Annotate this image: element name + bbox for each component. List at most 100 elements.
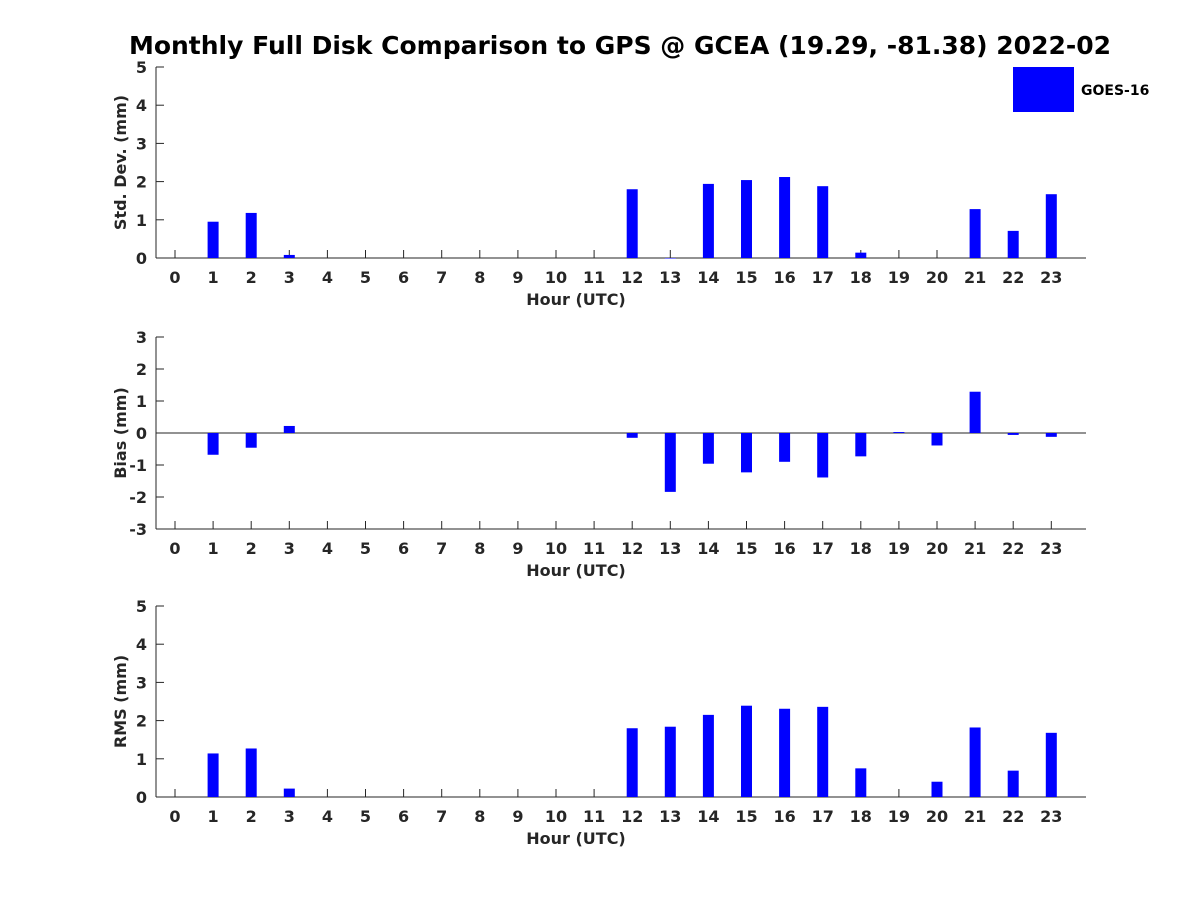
y-tick-label: 4	[136, 96, 147, 115]
x-tick-label: 21	[964, 268, 986, 287]
x-tick-label: 9	[512, 268, 523, 287]
bar-hour-17	[817, 186, 829, 258]
x-tick-label: 22	[1002, 807, 1024, 826]
x-tick-label: 17	[812, 268, 834, 287]
x-tick-label: 15	[735, 807, 757, 826]
y-axis-label: RMS (mm)	[111, 655, 130, 748]
y-tick-label: 0	[136, 249, 147, 268]
x-tick-label: 16	[773, 807, 795, 826]
y-axis-label: Std. Dev. (mm)	[111, 95, 130, 230]
bar-hour-19	[893, 432, 905, 433]
x-tick-label: 11	[583, 807, 605, 826]
bar-hour-22	[1007, 433, 1019, 435]
x-tick-label: 12	[621, 807, 643, 826]
y-tick-label: 5	[136, 597, 147, 616]
x-tick-label: 8	[474, 268, 485, 287]
legend: GOES-16	[1013, 67, 1149, 112]
x-tick-label: 7	[436, 268, 447, 287]
x-tick-label: 7	[436, 807, 447, 826]
bar-hour-13	[664, 433, 676, 492]
bar-hour-20	[931, 781, 943, 797]
x-tick-label: 16	[773, 539, 795, 558]
x-tick-label: 18	[850, 807, 872, 826]
y-axis-label: Bias (mm)	[111, 387, 130, 479]
x-tick-label: 19	[888, 268, 910, 287]
legend-swatch-goes-16	[1013, 67, 1074, 112]
y-tick-label: -1	[129, 456, 147, 475]
y-tick-label: 2	[136, 712, 147, 731]
x-tick-label: 5	[360, 268, 371, 287]
bar-hour-2	[245, 748, 257, 797]
y-tick-label: 2	[136, 360, 147, 379]
bar-hour-12	[626, 189, 638, 258]
x-tick-label: 18	[850, 539, 872, 558]
bar-hour-15	[741, 705, 752, 797]
x-tick-label: 5	[360, 807, 371, 826]
y-tick-label: 3	[136, 328, 147, 347]
x-tick-label: 15	[735, 539, 757, 558]
x-tick-label: 22	[1002, 539, 1024, 558]
bar-hour-23	[1045, 433, 1057, 437]
x-axis-label: Hour (UTC)	[526, 561, 626, 580]
x-tick-label: 6	[398, 807, 409, 826]
bar-hour-3	[283, 425, 295, 433]
x-tick-label: 5	[360, 539, 371, 558]
x-tick-label: 4	[322, 268, 333, 287]
x-tick-label: 21	[964, 539, 986, 558]
x-axis-label: Hour (UTC)	[526, 829, 626, 848]
y-tick-label: 5	[136, 58, 147, 77]
y-tick-label: -3	[129, 520, 147, 539]
x-tick-label: 1	[208, 268, 219, 287]
x-tick-label: 20	[926, 807, 948, 826]
x-tick-label: 9	[512, 539, 523, 558]
bar-hour-18	[855, 768, 867, 797]
bar-hour-13	[664, 726, 676, 797]
x-tick-label: 4	[322, 539, 333, 558]
x-tick-label: 0	[169, 539, 180, 558]
x-axis-label: Hour (UTC)	[526, 290, 626, 309]
x-tick-label: 0	[169, 268, 180, 287]
bar-hour-17	[817, 706, 829, 797]
y-tick-label: 1	[136, 211, 147, 230]
y-tick-label: -2	[129, 488, 147, 507]
x-tick-label: 20	[926, 539, 948, 558]
bar-hour-20	[931, 433, 943, 446]
bar-hour-15	[741, 180, 752, 258]
bar-hour-18	[855, 252, 867, 258]
bar-hour-12	[626, 433, 638, 438]
bar-hour-3	[283, 254, 295, 258]
bar-hour-2	[245, 212, 257, 258]
bar-hour-1	[207, 433, 219, 455]
bar-hour-12	[626, 728, 638, 797]
chart-title: Monthly Full Disk Comparison to GPS @ GC…	[129, 31, 1111, 60]
x-tick-label: 1	[208, 539, 219, 558]
x-tick-label: 12	[621, 268, 643, 287]
bar-hour-14	[702, 433, 714, 464]
x-tick-label: 6	[398, 539, 409, 558]
bar-hour-18	[855, 433, 867, 457]
x-tick-label: 23	[1040, 807, 1062, 826]
bar-hour-14	[702, 183, 714, 258]
bar-hour-15	[741, 433, 752, 473]
x-tick-label: 18	[850, 268, 872, 287]
x-tick-label: 10	[545, 268, 567, 287]
y-tick-label: 2	[136, 173, 147, 192]
x-tick-label: 8	[474, 807, 485, 826]
bar-hour-2	[245, 433, 257, 448]
x-tick-label: 15	[735, 268, 757, 287]
y-tick-label: 3	[136, 673, 147, 692]
y-tick-label: 3	[136, 134, 147, 153]
x-tick-label: 23	[1040, 539, 1062, 558]
x-tick-label: 8	[474, 539, 485, 558]
x-tick-label: 2	[246, 539, 257, 558]
x-tick-label: 16	[773, 268, 795, 287]
x-tick-label: 14	[697, 539, 719, 558]
x-tick-label: 14	[697, 807, 719, 826]
y-tick-label: 1	[136, 750, 147, 769]
x-tick-label: 19	[888, 807, 910, 826]
x-tick-label: 11	[583, 268, 605, 287]
bar-hour-21	[969, 391, 981, 433]
y-tick-label: 4	[136, 635, 147, 654]
x-tick-label: 3	[284, 268, 295, 287]
bar-hour-23	[1045, 194, 1057, 258]
